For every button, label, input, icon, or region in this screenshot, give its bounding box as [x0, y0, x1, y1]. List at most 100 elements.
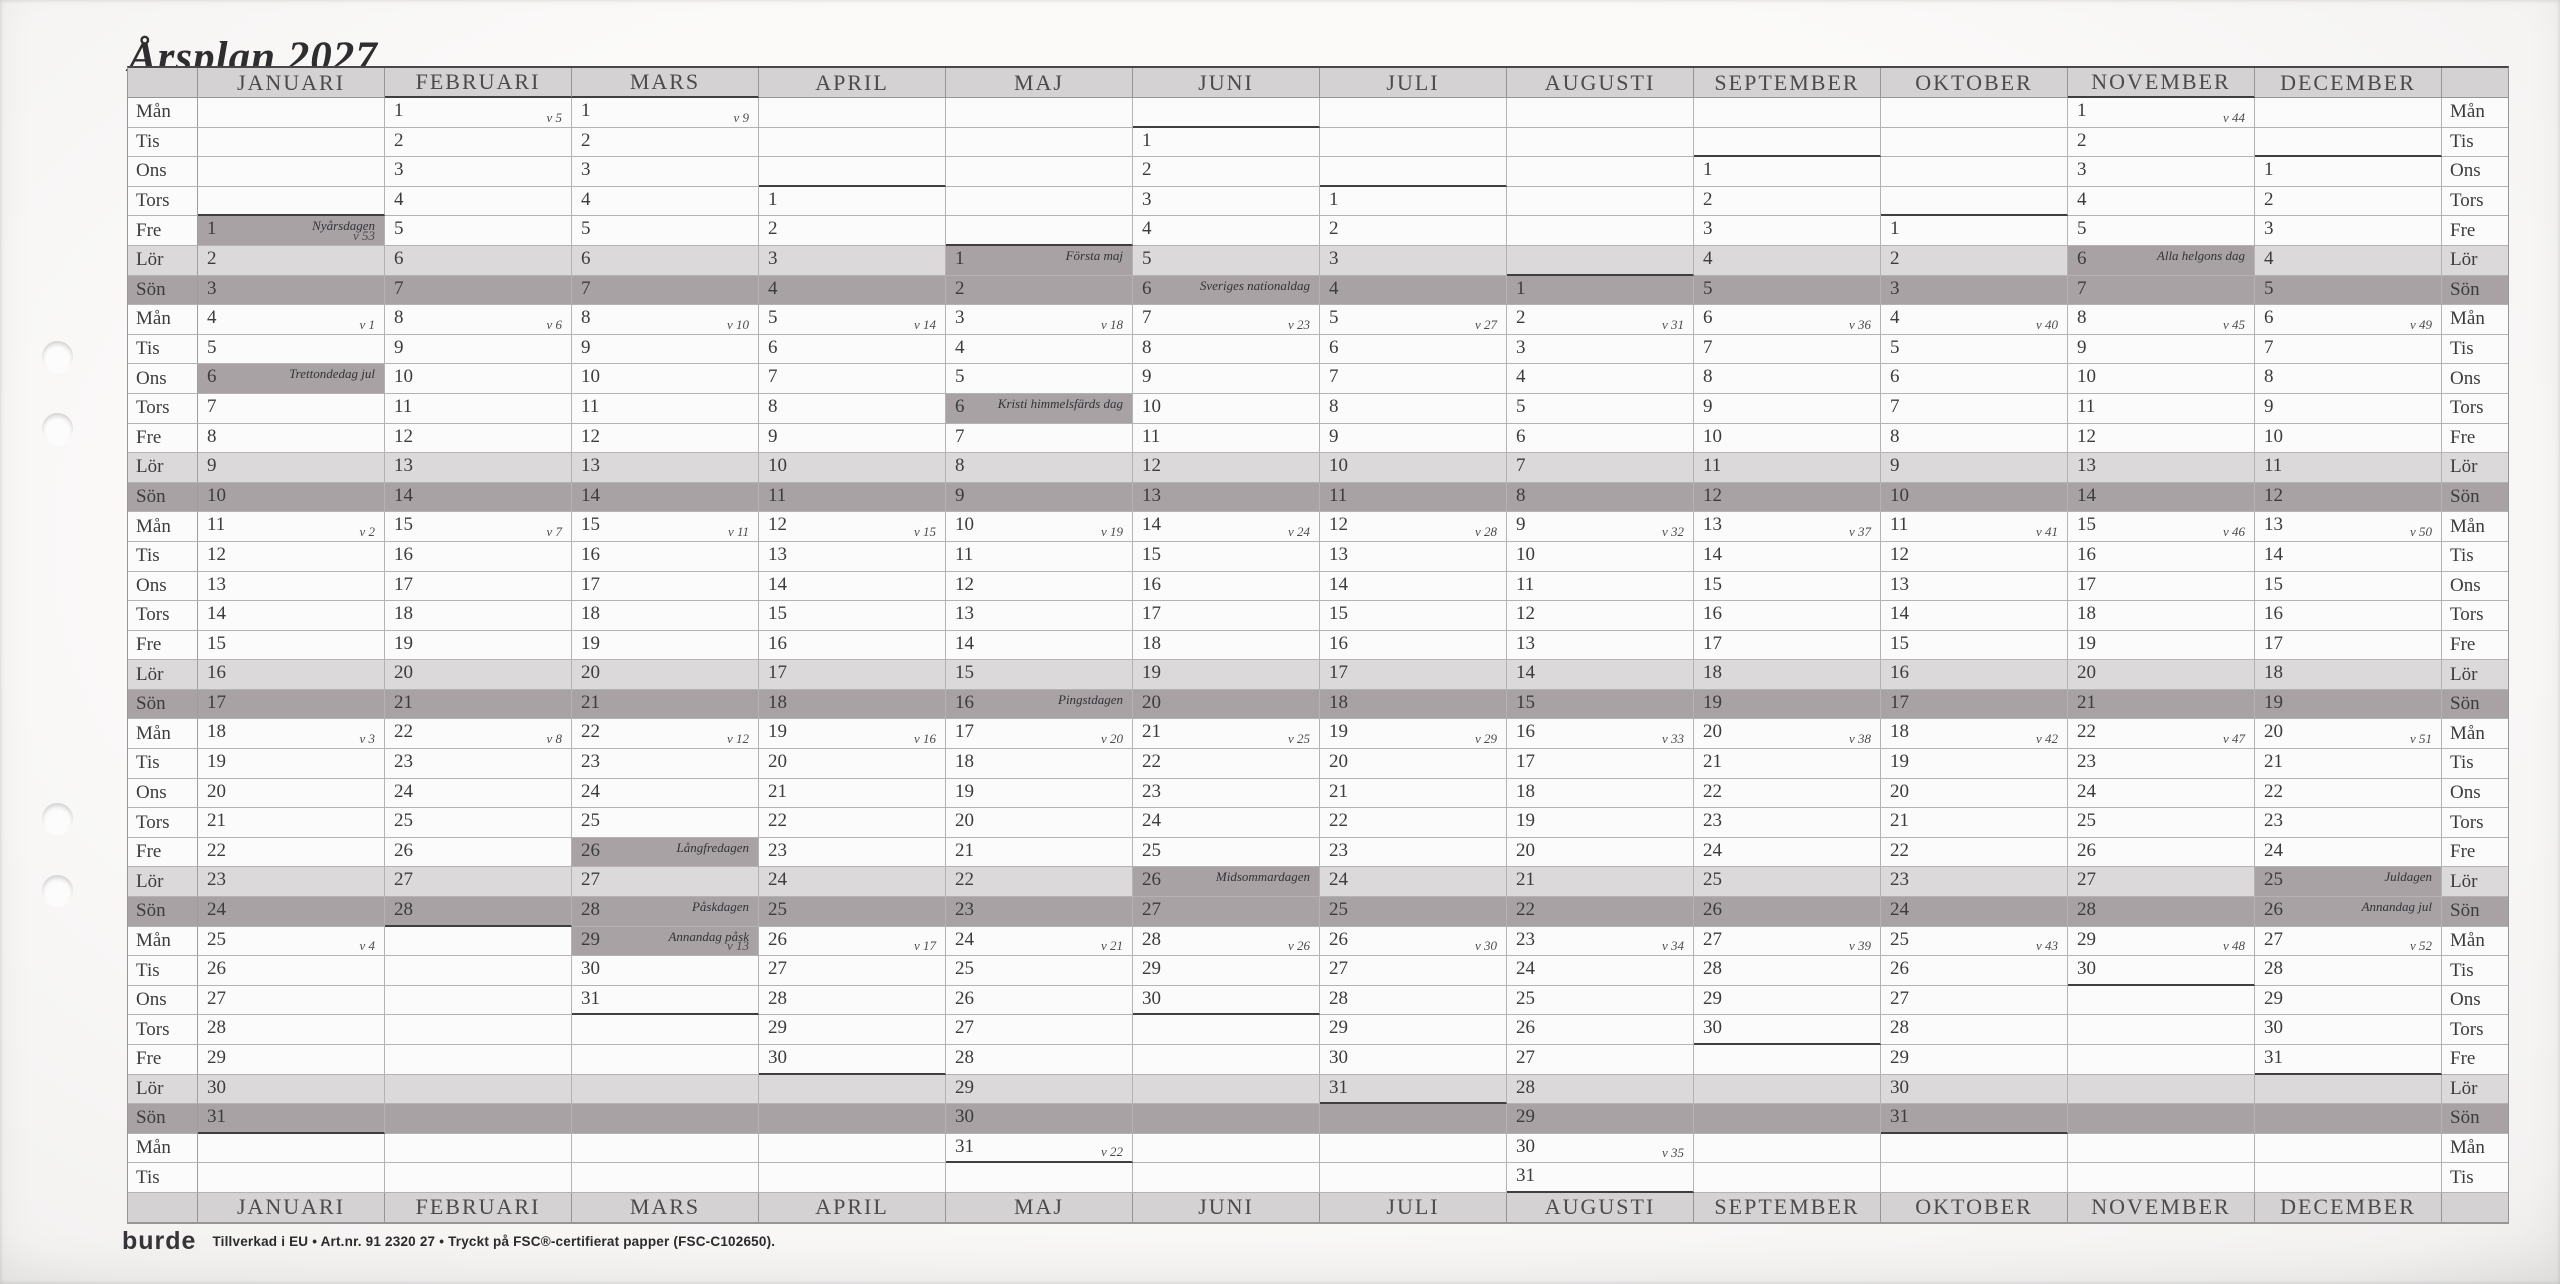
day-number: 29: [1516, 1106, 1535, 1128]
day-cell: 12: [1133, 453, 1320, 483]
day-number: 1: [1890, 218, 1900, 240]
day-number: 23: [2264, 810, 2283, 832]
day-cell: 14: [1320, 571, 1507, 602]
weekday-label-left: Fre: [128, 630, 198, 661]
day-number: 22: [2077, 721, 2096, 743]
day-number: 16: [394, 543, 413, 565]
day-cell: 14: [1507, 660, 1694, 690]
day-number: 8: [581, 307, 591, 329]
day-cell: 4: [385, 186, 572, 217]
weekday-label-right: Tis: [2442, 749, 2508, 779]
day-number: 18: [1516, 780, 1535, 802]
day-number: 29: [581, 928, 600, 950]
day-cell: 25: [759, 897, 946, 927]
day-cell: [385, 956, 572, 986]
day-number: 1: [2077, 100, 2087, 121]
day-cell: 18: [1320, 689, 1507, 720]
day-cell: 6 Trettondedag jul: [198, 364, 385, 394]
day-cell: [1694, 1133, 1881, 1164]
day-cell: [385, 1045, 572, 1075]
day-cell: 23: [759, 837, 946, 868]
day-number: 12: [955, 573, 974, 595]
holiday-label: Alla helgons dag: [2156, 247, 2245, 263]
year-planner-grid: JANUARI FEBRUARI MARS APRIL MAJ JUNI JULI AUGUS…: [127, 66, 2509, 1224]
weekday-label-left: Tis: [128, 749, 198, 779]
day-cell: 25: [946, 956, 1133, 986]
day-cell: 5: [2255, 275, 2442, 306]
day-cell: 18: [385, 601, 572, 631]
day-cell: 8: [1133, 334, 1320, 365]
weekday-label-left: Tis: [128, 1163, 198, 1193]
day-cell: 15: [1881, 630, 2068, 661]
day-cell: 20: [198, 778, 385, 809]
day-number: 17: [1890, 691, 1909, 713]
day-number: 2: [1329, 218, 1339, 240]
day-cell: 29: [1507, 1104, 1694, 1134]
day-number: 14: [768, 573, 787, 595]
day-cell: [1320, 157, 1507, 187]
day-number: 7: [394, 277, 404, 299]
day-cell: 24: [1694, 837, 1881, 868]
day-number: 23: [394, 751, 413, 773]
day-cell: 13: [1320, 541, 1507, 572]
day-number: 16: [2264, 603, 2283, 625]
day-number: 29: [1703, 987, 1722, 1009]
day-cell: 1: [2255, 157, 2442, 187]
day-cell: 31: [198, 1104, 385, 1134]
day-cell: 24: [1133, 808, 1320, 838]
day-cell: 3 v 18: [946, 305, 1133, 335]
day-number: 13: [2077, 455, 2096, 477]
day-number: 24: [768, 869, 787, 891]
day-cell: 22: [1133, 749, 1320, 779]
day-cell: 2: [2255, 186, 2442, 217]
day-cell: 13: [1507, 630, 1694, 661]
day-cell: 16: [572, 541, 759, 572]
month-header-top: FEBRUARI: [385, 68, 572, 98]
day-number: 11: [1516, 573, 1535, 595]
day-cell: 2: [572, 127, 759, 158]
day-number: 2: [768, 218, 778, 240]
weekday-label-right: Tis: [2442, 542, 2508, 572]
day-number: 26: [1890, 958, 1909, 980]
day-number: 22: [1516, 899, 1535, 921]
day-number: 2: [2077, 129, 2087, 151]
weekday-label-right: Lör: [2442, 453, 2508, 483]
day-cell: 14: [759, 571, 946, 602]
day-cell: [2255, 1104, 2442, 1134]
day-number: 26: [1516, 1017, 1535, 1039]
day-cell: 2: [2068, 127, 2255, 158]
day-number: 8: [2077, 307, 2087, 329]
day-cell: 10: [1507, 541, 1694, 572]
day-cell: 28: [1320, 985, 1507, 1016]
day-number: 8: [768, 395, 778, 417]
weekday-label-left: Sön: [128, 482, 198, 513]
day-number: 28: [955, 1047, 974, 1068]
binder-hole: [42, 803, 73, 834]
day-cell: [1507, 216, 1694, 246]
day-cell: [1881, 1133, 2068, 1164]
day-number: 10: [581, 366, 600, 388]
day-cell: 24: [759, 867, 946, 898]
day-cell: 1 v 9: [572, 98, 759, 128]
day-cell: 16: [759, 630, 946, 661]
day-cell: 21: [946, 837, 1133, 868]
day-number: 30: [1890, 1076, 1909, 1098]
day-number: 27: [207, 987, 226, 1009]
day-number: 12: [768, 514, 787, 536]
day-number: 9: [1516, 514, 1526, 536]
day-number: 22: [394, 721, 413, 743]
day-number: 25: [1703, 869, 1722, 891]
day-number: 10: [2077, 366, 2096, 388]
day-cell: 18: [1133, 630, 1320, 661]
week-number: v 49: [2409, 316, 2432, 332]
week-number: v 3: [359, 731, 375, 747]
day-cell: 22 v 12: [572, 719, 759, 750]
day-cell: 9: [1320, 423, 1507, 454]
day-cell: 18 v 42: [1881, 719, 2068, 750]
day-number: 1: [768, 188, 778, 210]
day-cell: 30: [572, 956, 759, 986]
day-cell: 16: [198, 660, 385, 690]
day-cell: 8: [946, 453, 1133, 483]
day-cell: [1320, 127, 1507, 158]
day-cell: [2068, 1133, 2255, 1164]
